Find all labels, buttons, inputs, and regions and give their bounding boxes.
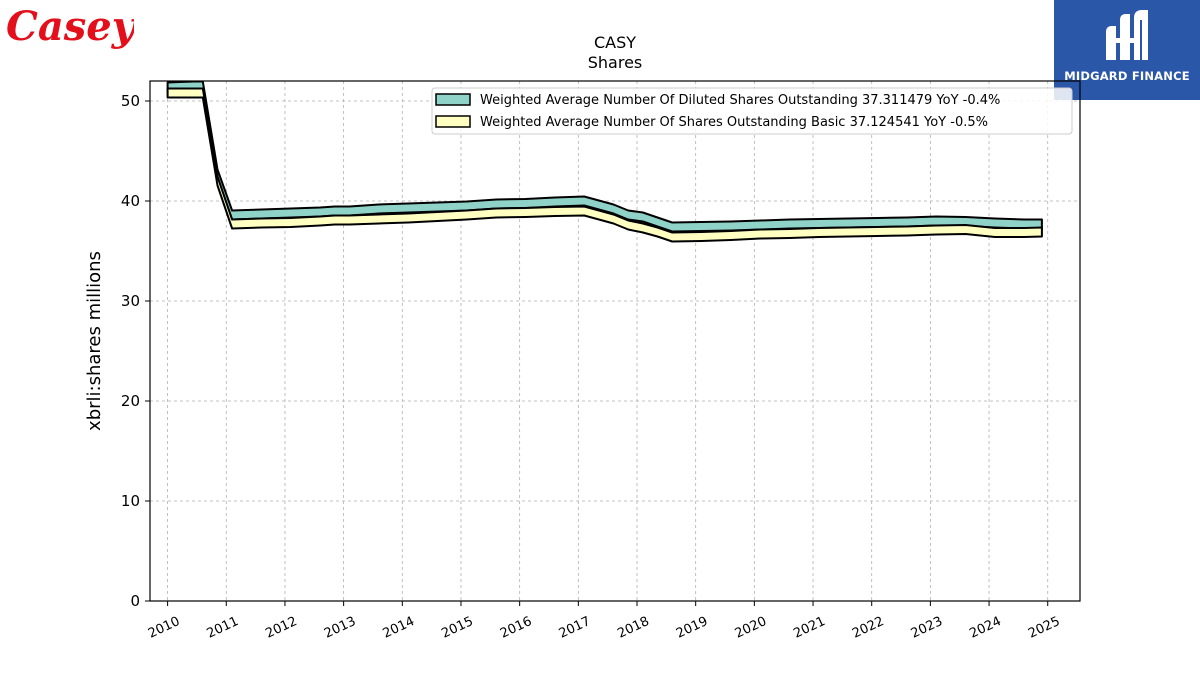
midgard-finance-logo: MIDGARD FINANCE [1054, 0, 1200, 100]
legend-swatch-diluted [435, 93, 471, 106]
y-tick-label: 20 [121, 392, 140, 410]
x-tick-label: 2012 [263, 614, 299, 642]
midgard-finance-label: MIDGARD FINANCE [1064, 69, 1190, 83]
x-tick-label: 2023 [909, 614, 945, 642]
chart-subtitle: Shares [588, 53, 643, 72]
y-tick-label: 10 [121, 492, 140, 510]
x-tick-label: 2016 [498, 614, 534, 642]
legend-box [431, 87, 1073, 135]
y-tick-label: 40 [121, 192, 140, 210]
legend: Weighted Average Number Of Diluted Share… [431, 87, 1073, 135]
y-tick-label: 30 [121, 292, 140, 310]
legend-entry-diluted: Weighted Average Number Of Diluted Share… [480, 93, 1000, 108]
midgard-emblem-icon [1106, 10, 1148, 60]
x-tick-label: 2020 [733, 614, 769, 642]
x-tick-label: 2021 [791, 614, 827, 642]
y-axis-label: xbrli:shares millions [84, 251, 105, 431]
series-areas [166, 80, 1043, 243]
x-tick-label: 2017 [557, 614, 593, 642]
caseys-logo: Casey's [6, 3, 134, 50]
legend-swatch-basic [435, 115, 471, 128]
y-tick-label: 0 [130, 592, 140, 610]
y-tick-label: 50 [121, 92, 140, 110]
series-basic-shares [166, 87, 1043, 243]
x-tick-label: 2014 [381, 614, 417, 642]
caseys-logo-text: Casey's [6, 3, 134, 50]
y-axis: 0 10 20 30 40 50 [121, 92, 150, 610]
x-tick-label: 2025 [1026, 614, 1062, 642]
x-tick-label: 2019 [674, 614, 710, 642]
x-axis: 2010 2011 2012 2013 2014 2015 2016 2017 2018 2019… [146, 601, 1062, 642]
x-tick-label: 2015 [439, 614, 475, 642]
x-tick-label: 2010 [146, 614, 182, 642]
legend-entry-basic: Weighted Average Number Of Shares Outsta… [480, 115, 988, 130]
x-tick-label: 2024 [967, 614, 1003, 642]
grid [150, 81, 1080, 601]
x-tick-label: 2013 [322, 614, 358, 642]
plot-frame [149, 80, 1081, 602]
x-tick-label: 2018 [615, 614, 651, 642]
x-tick-label: 2011 [205, 614, 241, 642]
chart-title: CASY [594, 33, 636, 52]
x-tick-label: 2022 [850, 614, 886, 642]
